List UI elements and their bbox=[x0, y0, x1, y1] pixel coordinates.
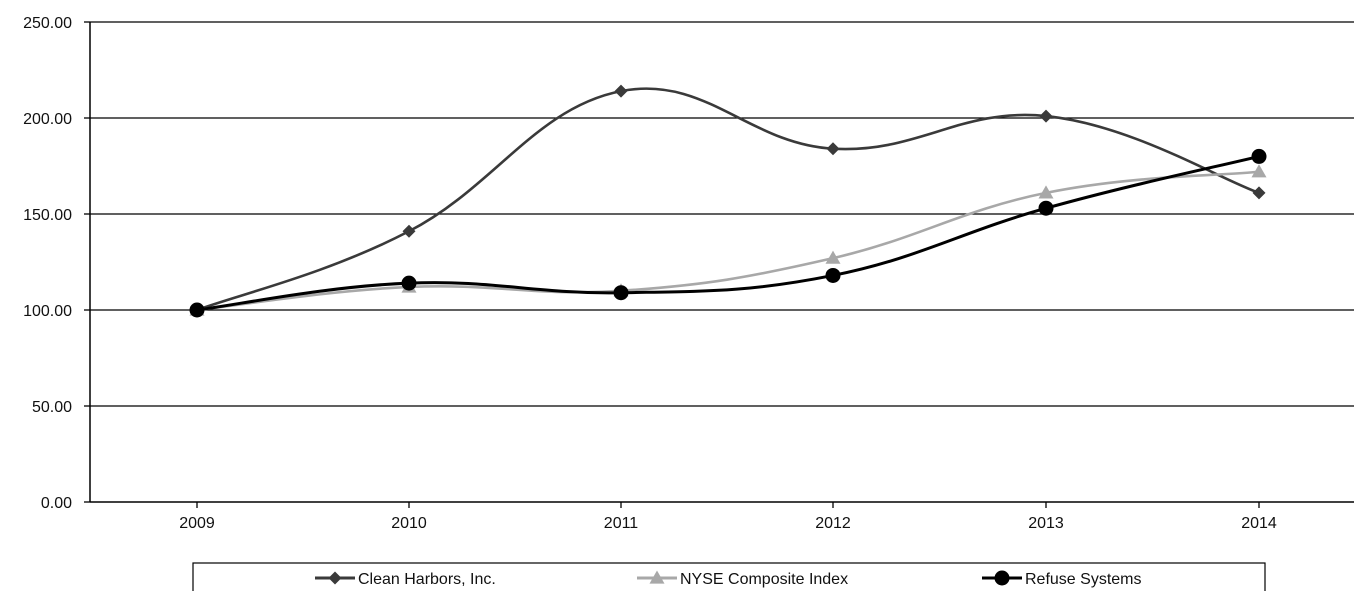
data-point bbox=[825, 267, 841, 283]
data-point bbox=[189, 302, 205, 318]
data-point bbox=[1251, 164, 1267, 178]
data-point bbox=[614, 84, 628, 98]
y-tick-label: 0.00 bbox=[41, 495, 72, 512]
data-point bbox=[1038, 185, 1054, 199]
legend: Clean Harbors, Inc. NYSE Composite Index R… bbox=[192, 562, 1266, 591]
x-tick-label: 2014 bbox=[1241, 515, 1277, 532]
series-line bbox=[196, 170, 1260, 312]
legend-marker bbox=[328, 571, 342, 585]
x-tick-label: 2011 bbox=[604, 515, 639, 532]
data-point bbox=[1038, 200, 1054, 216]
data-point bbox=[401, 275, 417, 291]
x-tick-label: 2010 bbox=[391, 515, 427, 532]
data-point bbox=[1252, 186, 1266, 200]
legend-marker bbox=[649, 570, 665, 584]
data-point bbox=[825, 250, 841, 264]
series-lines bbox=[196, 87, 1260, 312]
series-line bbox=[196, 87, 1260, 312]
legend-marker bbox=[994, 570, 1010, 586]
series-line bbox=[196, 154, 1260, 312]
y-tick-labels: 0.00 50.00 100.00 150.00 200.00 250.00 bbox=[23, 15, 72, 512]
legend-label: NYSE Composite Index bbox=[680, 571, 848, 588]
x-tick-label: 2013 bbox=[1028, 515, 1064, 532]
data-point bbox=[1251, 148, 1267, 164]
legend-label: Refuse Systems bbox=[1025, 571, 1141, 588]
y-tick-label: 200.00 bbox=[23, 111, 72, 128]
data-point bbox=[402, 224, 416, 238]
x-tick-label: 2012 bbox=[815, 515, 851, 532]
data-point bbox=[613, 285, 629, 301]
y-tick-label: 250.00 bbox=[23, 15, 72, 32]
y-tick-label: 100.00 bbox=[23, 303, 72, 320]
y-tick-label: 150.00 bbox=[23, 207, 72, 224]
y-tick-label: 50.00 bbox=[32, 399, 72, 416]
series-markers bbox=[189, 84, 1267, 318]
x-tick-labels: 2009 2010 2011 2012 2013 2014 bbox=[179, 502, 1277, 532]
data-point bbox=[1039, 109, 1053, 123]
legend-label: Clean Harbors, Inc. bbox=[358, 571, 496, 588]
data-point bbox=[826, 142, 840, 156]
gridlines bbox=[84, 21, 1354, 503]
legend-box bbox=[192, 562, 1266, 591]
x-tick-label: 2009 bbox=[179, 515, 215, 532]
axes bbox=[89, 22, 1354, 503]
